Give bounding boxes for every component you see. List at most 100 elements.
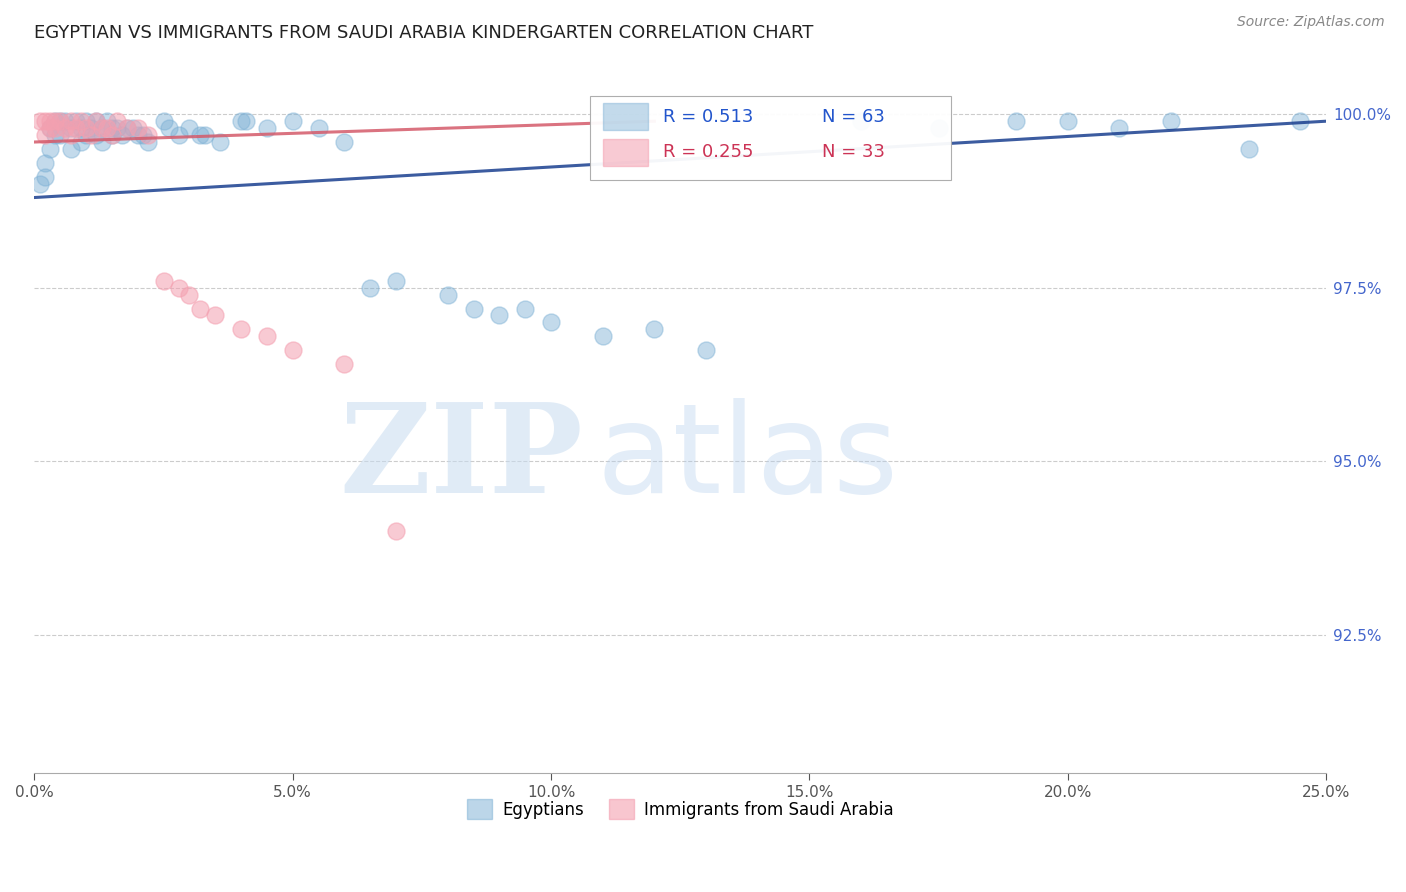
Point bbox=[188, 301, 211, 316]
Point bbox=[90, 121, 112, 136]
FancyBboxPatch shape bbox=[603, 139, 648, 166]
Point bbox=[86, 114, 108, 128]
Text: atlas: atlas bbox=[596, 399, 898, 519]
Point bbox=[90, 121, 112, 136]
Text: EGYPTIAN VS IMMIGRANTS FROM SAUDI ARABIA KINDERGARTEN CORRELATION CHART: EGYPTIAN VS IMMIGRANTS FROM SAUDI ARABIA… bbox=[34, 24, 814, 42]
Point bbox=[38, 142, 60, 156]
Point bbox=[132, 128, 155, 142]
Point bbox=[59, 128, 82, 142]
Point bbox=[136, 135, 159, 149]
Point bbox=[928, 121, 950, 136]
Point bbox=[101, 128, 124, 142]
Text: N = 63: N = 63 bbox=[823, 108, 886, 126]
Point bbox=[385, 524, 408, 538]
Point bbox=[136, 128, 159, 142]
Point bbox=[194, 128, 217, 142]
Point bbox=[209, 135, 232, 149]
Point bbox=[359, 281, 381, 295]
Point bbox=[256, 329, 278, 343]
Point bbox=[96, 114, 118, 128]
Point bbox=[80, 128, 103, 142]
Point bbox=[592, 329, 614, 343]
Point bbox=[152, 274, 174, 288]
Point bbox=[127, 128, 149, 142]
Point bbox=[540, 315, 562, 329]
Legend: Egyptians, Immigrants from Saudi Arabia: Egyptians, Immigrants from Saudi Arabia bbox=[460, 792, 900, 826]
Point bbox=[49, 114, 72, 128]
Point bbox=[229, 322, 252, 336]
FancyBboxPatch shape bbox=[589, 96, 952, 180]
Point bbox=[167, 281, 190, 295]
Point bbox=[643, 322, 665, 336]
Point bbox=[152, 114, 174, 128]
Point bbox=[65, 121, 87, 136]
Point bbox=[70, 135, 93, 149]
Point bbox=[53, 121, 76, 136]
Point bbox=[96, 121, 118, 136]
Point bbox=[75, 121, 97, 136]
Point bbox=[188, 128, 211, 142]
Point bbox=[38, 114, 60, 128]
Point bbox=[204, 309, 226, 323]
Point bbox=[515, 301, 537, 316]
Point bbox=[333, 135, 356, 149]
Point bbox=[281, 114, 304, 128]
Point bbox=[695, 343, 717, 358]
Point bbox=[117, 121, 139, 136]
Point bbox=[86, 128, 108, 142]
Text: ZIP: ZIP bbox=[340, 399, 583, 519]
Point bbox=[1289, 114, 1312, 128]
Point bbox=[44, 128, 66, 142]
FancyBboxPatch shape bbox=[603, 103, 648, 130]
Point bbox=[38, 121, 60, 136]
Point bbox=[157, 121, 180, 136]
Point bbox=[333, 357, 356, 371]
Point bbox=[28, 177, 51, 191]
Point bbox=[1237, 142, 1260, 156]
Point bbox=[86, 114, 108, 128]
Point bbox=[90, 135, 112, 149]
Point bbox=[34, 114, 56, 128]
Point bbox=[34, 128, 56, 142]
Point bbox=[256, 121, 278, 136]
Point bbox=[34, 169, 56, 184]
Point bbox=[463, 301, 485, 316]
Point bbox=[49, 128, 72, 142]
Point bbox=[167, 128, 190, 142]
Text: R = 0.513: R = 0.513 bbox=[664, 108, 754, 126]
Point bbox=[488, 309, 510, 323]
Point bbox=[101, 128, 124, 142]
Point bbox=[1056, 114, 1078, 128]
Point bbox=[111, 128, 134, 142]
Point bbox=[70, 121, 93, 136]
Point bbox=[44, 114, 66, 128]
Point bbox=[75, 128, 97, 142]
Point bbox=[53, 114, 76, 128]
Text: R = 0.255: R = 0.255 bbox=[664, 144, 754, 161]
Point bbox=[179, 287, 201, 301]
Point bbox=[65, 114, 87, 128]
Point bbox=[1005, 114, 1028, 128]
Point bbox=[1160, 114, 1182, 128]
Point bbox=[59, 142, 82, 156]
Point bbox=[44, 121, 66, 136]
Point bbox=[117, 121, 139, 136]
Point bbox=[38, 121, 60, 136]
Point bbox=[44, 114, 66, 128]
Point bbox=[59, 121, 82, 136]
Point bbox=[105, 121, 128, 136]
Point bbox=[308, 121, 330, 136]
Point bbox=[179, 121, 201, 136]
Point bbox=[127, 121, 149, 136]
Point bbox=[59, 114, 82, 128]
Point bbox=[70, 114, 93, 128]
Point bbox=[121, 121, 143, 136]
Point bbox=[28, 114, 51, 128]
Point bbox=[49, 114, 72, 128]
Point bbox=[229, 114, 252, 128]
Text: Source: ZipAtlas.com: Source: ZipAtlas.com bbox=[1237, 15, 1385, 29]
Point bbox=[235, 114, 257, 128]
Point bbox=[101, 121, 124, 136]
Point bbox=[80, 121, 103, 136]
Point bbox=[849, 114, 872, 128]
